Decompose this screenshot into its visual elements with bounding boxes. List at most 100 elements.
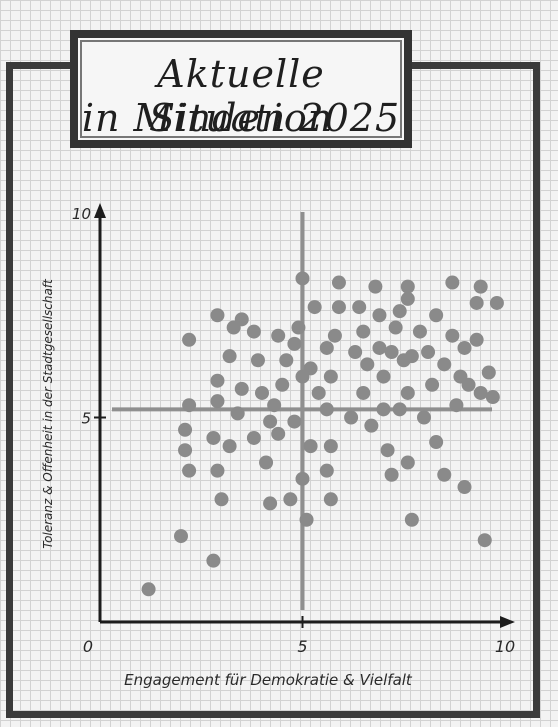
data-point	[246, 430, 261, 445]
data-point	[234, 312, 249, 327]
data-point	[392, 304, 407, 319]
data-point	[469, 332, 484, 347]
data-point	[214, 492, 229, 507]
data-point	[283, 492, 298, 507]
data-point	[457, 480, 472, 495]
data-point	[376, 402, 391, 417]
data-point	[388, 320, 403, 335]
data-point	[469, 295, 484, 310]
data-point	[303, 361, 318, 376]
data-point	[259, 455, 274, 470]
data-point	[412, 324, 427, 339]
y-axis-label: Toleranz & Offenheit in der Stadtgesells…	[41, 278, 55, 549]
data-point	[291, 320, 306, 335]
axis-labels: 0 5 10 5 10 Engagement für Demokratie & Vielf…	[41, 205, 515, 689]
data-point	[319, 463, 334, 478]
data-point	[182, 332, 197, 347]
data-point	[319, 402, 334, 417]
data-point	[331, 300, 346, 315]
data-point	[279, 353, 294, 368]
x-tick-label: 5	[297, 637, 307, 656]
data-point	[141, 582, 156, 597]
data-point	[473, 385, 488, 400]
data-point	[275, 377, 290, 392]
data-point	[230, 406, 245, 421]
data-point	[384, 467, 399, 482]
data-point	[295, 271, 310, 286]
data-point	[210, 308, 225, 323]
data-point	[372, 308, 387, 323]
data-point	[457, 340, 472, 355]
data-point	[380, 443, 395, 458]
data-point	[400, 385, 415, 400]
data-point	[356, 324, 371, 339]
data-point	[421, 345, 436, 360]
data-point	[489, 295, 504, 310]
data-point	[356, 385, 371, 400]
data-point	[485, 390, 500, 405]
title-box: Aktuelle Situation in Minden 2025	[70, 30, 412, 148]
data-point	[417, 410, 431, 425]
data-point	[206, 430, 221, 445]
data-point	[263, 414, 278, 429]
data-point	[210, 394, 225, 409]
data-point	[295, 471, 310, 486]
data-point	[348, 345, 363, 360]
data-point	[461, 377, 476, 392]
data-point	[287, 336, 302, 351]
x-axis-label: Engagement für Demokratie & Vielfalt	[124, 671, 413, 689]
data-point	[287, 414, 302, 429]
data-point	[178, 422, 193, 437]
data-point	[307, 300, 322, 315]
data-point	[400, 279, 415, 294]
data-point	[182, 463, 197, 478]
data-point	[311, 385, 326, 400]
data-point	[210, 463, 225, 478]
data-point	[319, 340, 334, 355]
data-point	[210, 373, 225, 388]
title-line-1: Aktuelle Situation	[148, 52, 334, 140]
data-point	[344, 410, 359, 425]
data-points	[141, 271, 504, 597]
data-point	[404, 512, 419, 527]
data-point	[331, 275, 346, 290]
data-point	[271, 426, 286, 441]
data-point	[206, 553, 221, 568]
data-point	[250, 353, 265, 368]
data-point	[429, 308, 444, 323]
data-point	[327, 328, 342, 343]
data-point	[222, 349, 237, 364]
y-tick-label: 5	[81, 410, 91, 428]
data-point	[404, 349, 419, 364]
data-point	[303, 439, 318, 454]
data-point	[372, 340, 387, 355]
data-point	[352, 300, 367, 315]
data-point	[429, 435, 444, 450]
x-axis-arrow	[500, 616, 515, 628]
data-point	[255, 385, 269, 400]
data-point	[481, 365, 496, 380]
y-tick-label: 10	[72, 205, 91, 223]
data-point	[400, 455, 415, 470]
data-point	[437, 467, 452, 482]
data-point	[445, 275, 460, 290]
data-point	[425, 377, 440, 392]
data-point	[400, 291, 415, 306]
axes	[94, 203, 515, 628]
data-point	[384, 345, 399, 360]
data-point	[271, 328, 286, 343]
data-point	[246, 324, 261, 339]
data-point	[445, 328, 460, 343]
data-point	[473, 279, 488, 294]
data-point	[376, 369, 391, 384]
x-tick-label: 10	[495, 637, 515, 656]
data-point	[360, 357, 375, 372]
data-point	[323, 369, 338, 384]
x-tick-label: 0	[83, 637, 93, 656]
data-point	[267, 398, 282, 413]
data-point	[449, 398, 464, 413]
data-point	[182, 398, 197, 413]
data-point	[178, 443, 193, 458]
data-point	[222, 439, 237, 454]
